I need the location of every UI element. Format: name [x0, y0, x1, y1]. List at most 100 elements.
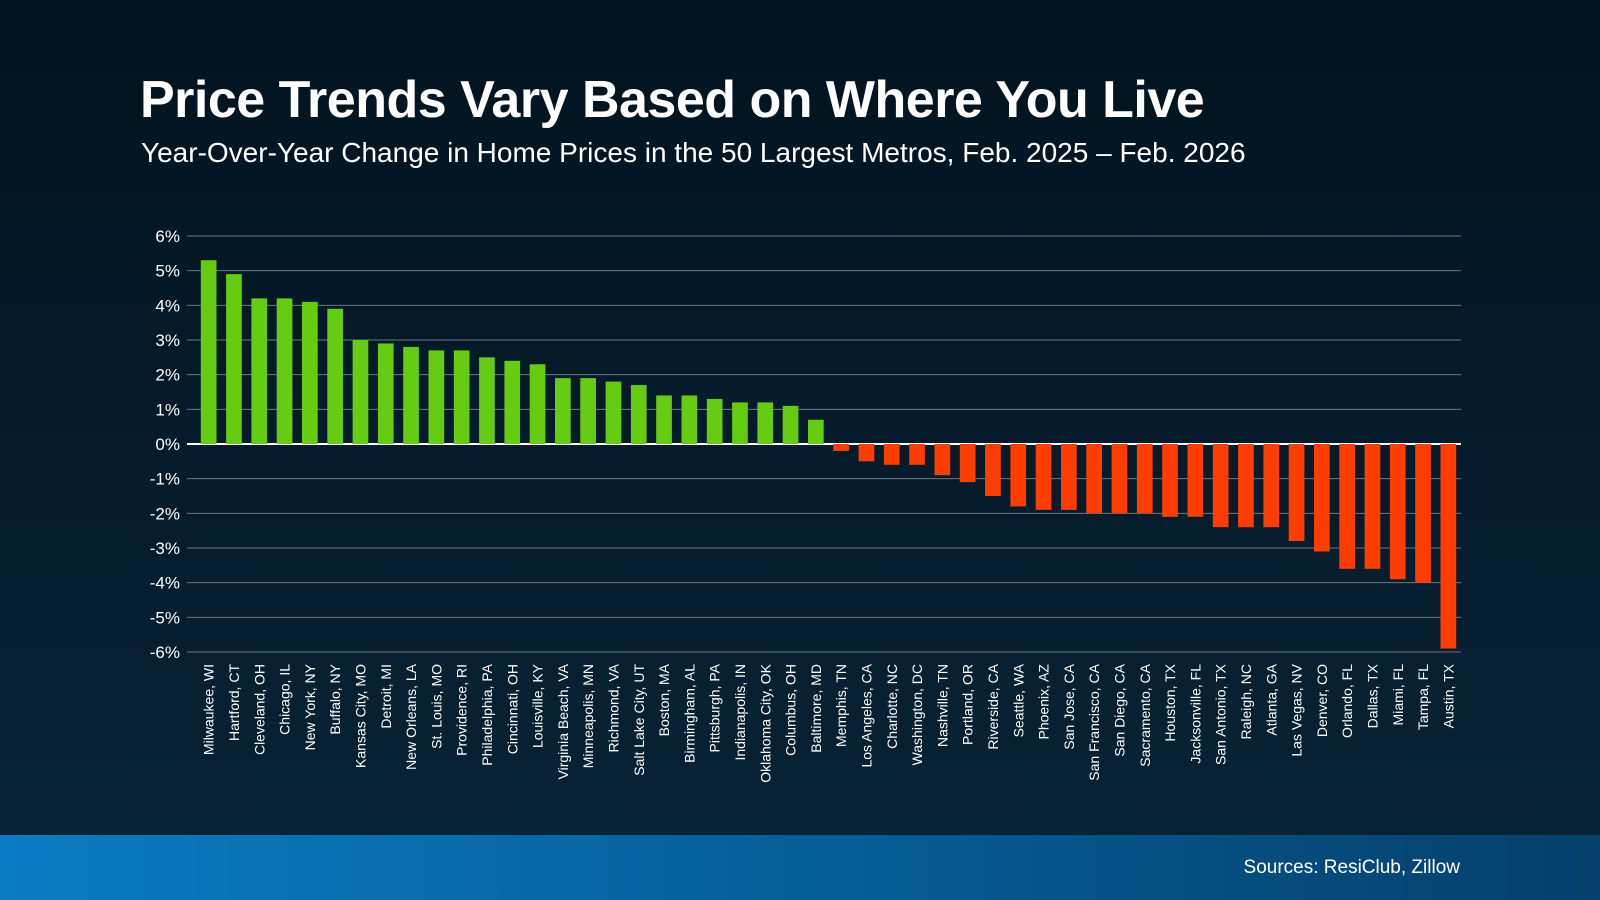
x-tick-label: Milwaukee, WI — [201, 664, 217, 755]
bar — [403, 346, 419, 444]
bar — [1136, 444, 1153, 514]
bar — [251, 298, 268, 444]
bar — [479, 357, 495, 444]
x-tick-label: Charlotte, NC — [884, 664, 900, 749]
x-tick-label: Riverside, CA — [985, 663, 1001, 749]
x-tick-label: Philadelphia, PA — [479, 663, 495, 765]
x-tick-label: Richmond, VA — [605, 663, 621, 752]
bar — [1415, 444, 1431, 583]
y-tick-label: 3% — [155, 331, 180, 350]
x-tick-label: Oklahoma City, OK — [757, 663, 773, 782]
bar — [555, 378, 571, 444]
chart-subtitle: Year-Over-Year Change in Home Prices in … — [141, 137, 1246, 168]
y-tick-label: 6% — [155, 227, 180, 246]
x-tick-label: Kansas City, MO — [352, 664, 368, 768]
x-tick-label: Washington, DC — [909, 664, 925, 765]
y-tick-label: 5% — [155, 262, 180, 281]
x-tick-label: Baltimore, MD — [808, 664, 824, 753]
bar — [1111, 444, 1128, 514]
x-tick-label: Birmingham, AL — [681, 664, 697, 763]
x-tick-label: Cincinnati, OH — [504, 664, 520, 754]
y-tick-label: 1% — [155, 400, 180, 419]
x-tick-label: Austin, TX — [1440, 663, 1456, 728]
bar — [934, 444, 951, 476]
bar — [276, 298, 293, 444]
bar — [1339, 444, 1355, 569]
y-tick-label: 2% — [155, 366, 180, 385]
x-tick-label: San Antonio, TX — [1213, 663, 1229, 765]
x-tick-label: New York, NY — [302, 663, 318, 750]
x-tick-label: San Jose, CA — [1061, 663, 1077, 749]
bar — [453, 350, 470, 444]
x-tick-label: Boston, MA — [656, 663, 672, 736]
bar — [1162, 444, 1178, 517]
bar — [732, 402, 748, 444]
y-tick-label: -1% — [150, 470, 180, 489]
x-tick-label: Louisville, KY — [530, 663, 546, 748]
y-tick-label: -4% — [150, 574, 180, 593]
bar — [1086, 444, 1102, 514]
x-tick-label: Phoenix, AZ — [1036, 664, 1052, 740]
bar — [302, 301, 318, 444]
x-tick-label: Dallas, TX — [1364, 663, 1380, 728]
x-tick-label: Jacksonville, FL — [1187, 664, 1203, 764]
y-tick-label: -3% — [150, 539, 180, 558]
x-tick-label: San Diego, CA — [1111, 663, 1127, 756]
bar — [1314, 444, 1330, 552]
bar — [985, 444, 1001, 496]
bar — [858, 444, 875, 462]
x-tick-label: Pittsburgh, PA — [707, 663, 723, 752]
bar — [782, 405, 799, 444]
footer-bar: Sources: ResiClub, Zillow — [0, 835, 1600, 900]
x-tick-label: Columbus, OH — [783, 664, 799, 756]
bar — [605, 381, 622, 444]
bar — [1389, 444, 1406, 580]
x-tick-label: Detroit, MI — [378, 664, 394, 729]
bar — [1061, 444, 1077, 510]
x-tick-label: Salt Lake City, UT — [631, 664, 647, 776]
bar — [428, 350, 445, 444]
bar — [909, 444, 925, 465]
bar — [1035, 444, 1052, 510]
bar — [959, 444, 976, 483]
y-tick-label: -5% — [150, 608, 180, 627]
bar — [706, 398, 723, 444]
x-tick-label: San Francisco, CA — [1086, 663, 1102, 780]
bar — [681, 395, 698, 444]
bar — [808, 419, 824, 444]
x-tick-label: St. Louis, MO — [428, 664, 444, 749]
x-tick-label: Atlanta, GA — [1263, 663, 1279, 735]
bar — [1440, 444, 1457, 649]
bar — [630, 385, 647, 444]
bar — [377, 343, 394, 444]
y-tick-label: 4% — [155, 296, 180, 315]
y-tick-label: -2% — [150, 504, 180, 523]
bar — [1010, 444, 1027, 507]
bar — [656, 395, 672, 444]
x-tick-label: Sacramento, CA — [1137, 663, 1153, 766]
bar — [580, 378, 596, 444]
bar-chart: 6% 5% 4% 3% 2% 1% 0% -1% -2% -3% -4% -5% -6% Milwauke… — [150, 227, 1461, 782]
x-tick-label: Hartford, CT — [226, 664, 242, 741]
y-tick-label: -6% — [150, 643, 180, 662]
x-tick-label: Las Vegas, NV — [1289, 663, 1305, 756]
x-tick-label: Orlando, FL — [1339, 664, 1355, 738]
x-tick-label: Providence, RI — [454, 664, 470, 756]
bar — [352, 340, 369, 444]
bar — [833, 444, 849, 451]
bar — [1212, 444, 1229, 528]
x-tick-label: Seattle, WA — [1010, 663, 1026, 737]
bar — [1263, 444, 1280, 528]
x-tick-label: Tampa, FL — [1415, 664, 1431, 730]
x-tick-label: Minneapolis, MN — [580, 664, 596, 768]
y-tick-label: 0% — [155, 435, 180, 454]
x-tick-label: Chicago, IL — [277, 664, 293, 735]
bar — [226, 274, 242, 444]
bar — [1187, 444, 1204, 517]
x-tick-label: Nashville, TN — [934, 664, 950, 747]
chart-title: Price Trends Vary Based on Where You Liv… — [140, 71, 1205, 129]
x-tick-label: Indianapolis, IN — [732, 664, 748, 761]
bar — [757, 402, 774, 444]
bar — [883, 444, 900, 465]
bar — [529, 364, 546, 444]
